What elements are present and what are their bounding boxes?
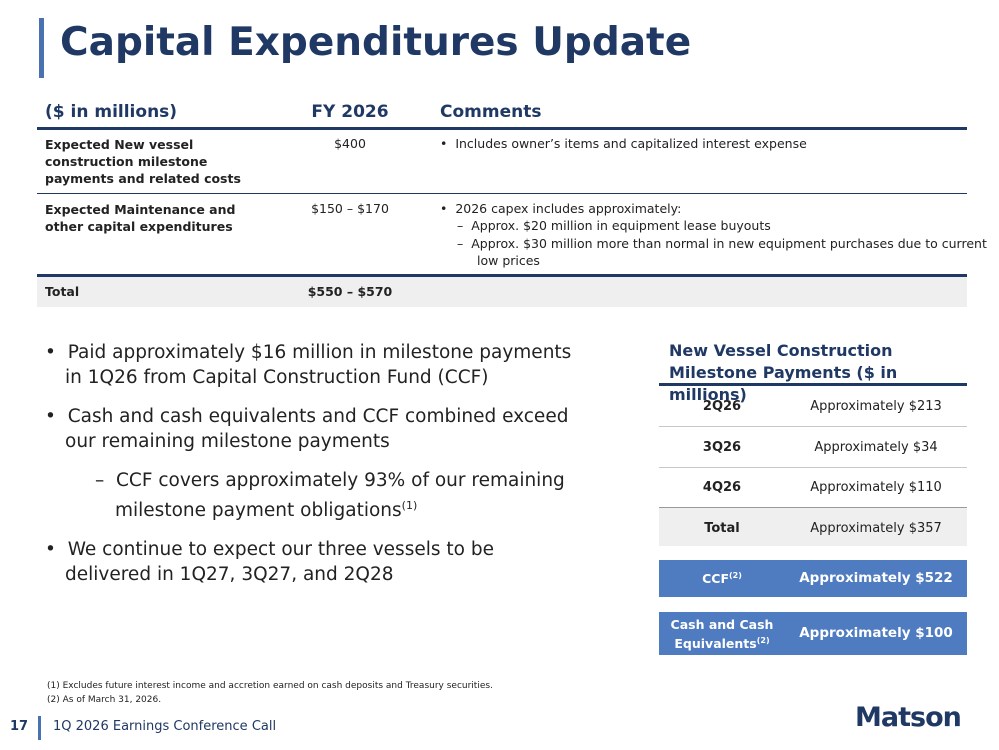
footnote-ref: (2) <box>729 571 742 580</box>
quarter: 4Q26 <box>702 480 742 495</box>
bullet: • Cash and cash equivalents and CCF comb… <box>45 406 569 452</box>
milestone-total: Total Approximately $357 <box>659 508 967 546</box>
value: Approximately $100 <box>799 625 953 641</box>
sub-comment: – Approx. $30 million more than normal i… <box>457 236 987 268</box>
bullet: • Paid approximately $16 million in mile… <box>45 342 572 388</box>
row-label: Expected New vessel construction milesto… <box>45 137 241 186</box>
rule <box>37 193 967 194</box>
comment-text: Includes owner’s items and capitalized i… <box>455 136 807 151</box>
sub-bullet: – CCF covers approximately 93% of our re… <box>95 470 565 522</box>
footnote: (1) Excludes future interest income and … <box>47 681 493 691</box>
header-cell: FY 2026 <box>311 102 389 122</box>
sub-comment-text: Approx. $20 million in equipment lease b… <box>471 218 771 233</box>
row-label: Expected Maintenance and other capital e… <box>45 202 236 234</box>
row-amount: $400 <box>334 136 366 151</box>
sub-comment-text: Approx. $30 million more than normal in … <box>471 236 987 268</box>
rule <box>659 383 967 386</box>
header-cell: Comments <box>440 102 542 122</box>
header-cell: ($ in millions) <box>45 102 178 122</box>
footnote: (2) As of March 31, 2026. <box>47 695 162 705</box>
label: CCF(2) <box>659 571 785 586</box>
footer-text: 1Q 2026 Earnings Conference Call <box>53 719 277 734</box>
sub-comment: – Approx. $20 million in equipment lease… <box>457 218 771 233</box>
label-text: CCF <box>702 571 729 587</box>
label-text: Cash and Cash Equivalents <box>670 617 774 652</box>
amount: Approximately $34 <box>814 440 938 455</box>
amount: Approximately $357 <box>810 521 942 536</box>
value: Approximately $522 <box>799 570 953 586</box>
cash-box: Cash and Cash Equivalents(2) Approximate… <box>659 612 967 655</box>
bullet-text: Paid approximately $16 million in milest… <box>65 342 572 388</box>
footnote-ref: (2) <box>756 636 770 645</box>
label: Cash and Cash Equivalents(2) <box>667 617 777 652</box>
title: Capital Expenditures Update <box>60 20 692 65</box>
quarter: 2Q26 <box>702 399 742 414</box>
page-number: 17 <box>10 719 29 734</box>
milestone-row: 2Q26 Approximately $213 <box>659 386 967 427</box>
quarter: Total <box>704 521 740 536</box>
footnote-ref: (1) <box>401 499 418 512</box>
comment-text: 2026 capex includes approximately: <box>455 201 682 216</box>
total-amount: $550 – $570 <box>307 284 393 299</box>
milestone-title: New Vessel Construction Milestone Paymen… <box>669 341 898 404</box>
milestone-row: 4Q26 Approximately $110 <box>659 467 967 509</box>
bullet-list: • Paid approximately $16 million in mile… <box>45 340 585 587</box>
bullet-text: Cash and cash equivalents and CCF combin… <box>65 406 569 452</box>
bullet: • We continue to expect our three vessel… <box>45 539 494 586</box>
amount: Approximately $110 <box>810 480 942 495</box>
rule <box>37 274 967 277</box>
bullet-text: We continue to expect our three vessels … <box>65 539 494 586</box>
row-amount: $150 – $170 <box>311 201 389 216</box>
quarter: 3Q26 <box>702 440 742 455</box>
rule <box>37 127 967 130</box>
comment: • 2026 capex includes approximately: <box>440 201 682 216</box>
milestone-row: 3Q26 Approximately $34 <box>659 427 967 468</box>
title-bar <box>39 18 44 78</box>
total-label: Total <box>45 284 80 299</box>
amount: Approximately $213 <box>810 399 942 414</box>
comment: • Includes owner’s items and capitalized… <box>440 136 807 151</box>
total-row <box>37 277 967 307</box>
ccf-box: CCF(2) Approximately $522 <box>659 560 967 597</box>
bullet-text: CCF covers approximately 93% of our rema… <box>115 470 565 522</box>
logo: Matson <box>855 702 962 733</box>
footer-bar <box>38 716 41 740</box>
